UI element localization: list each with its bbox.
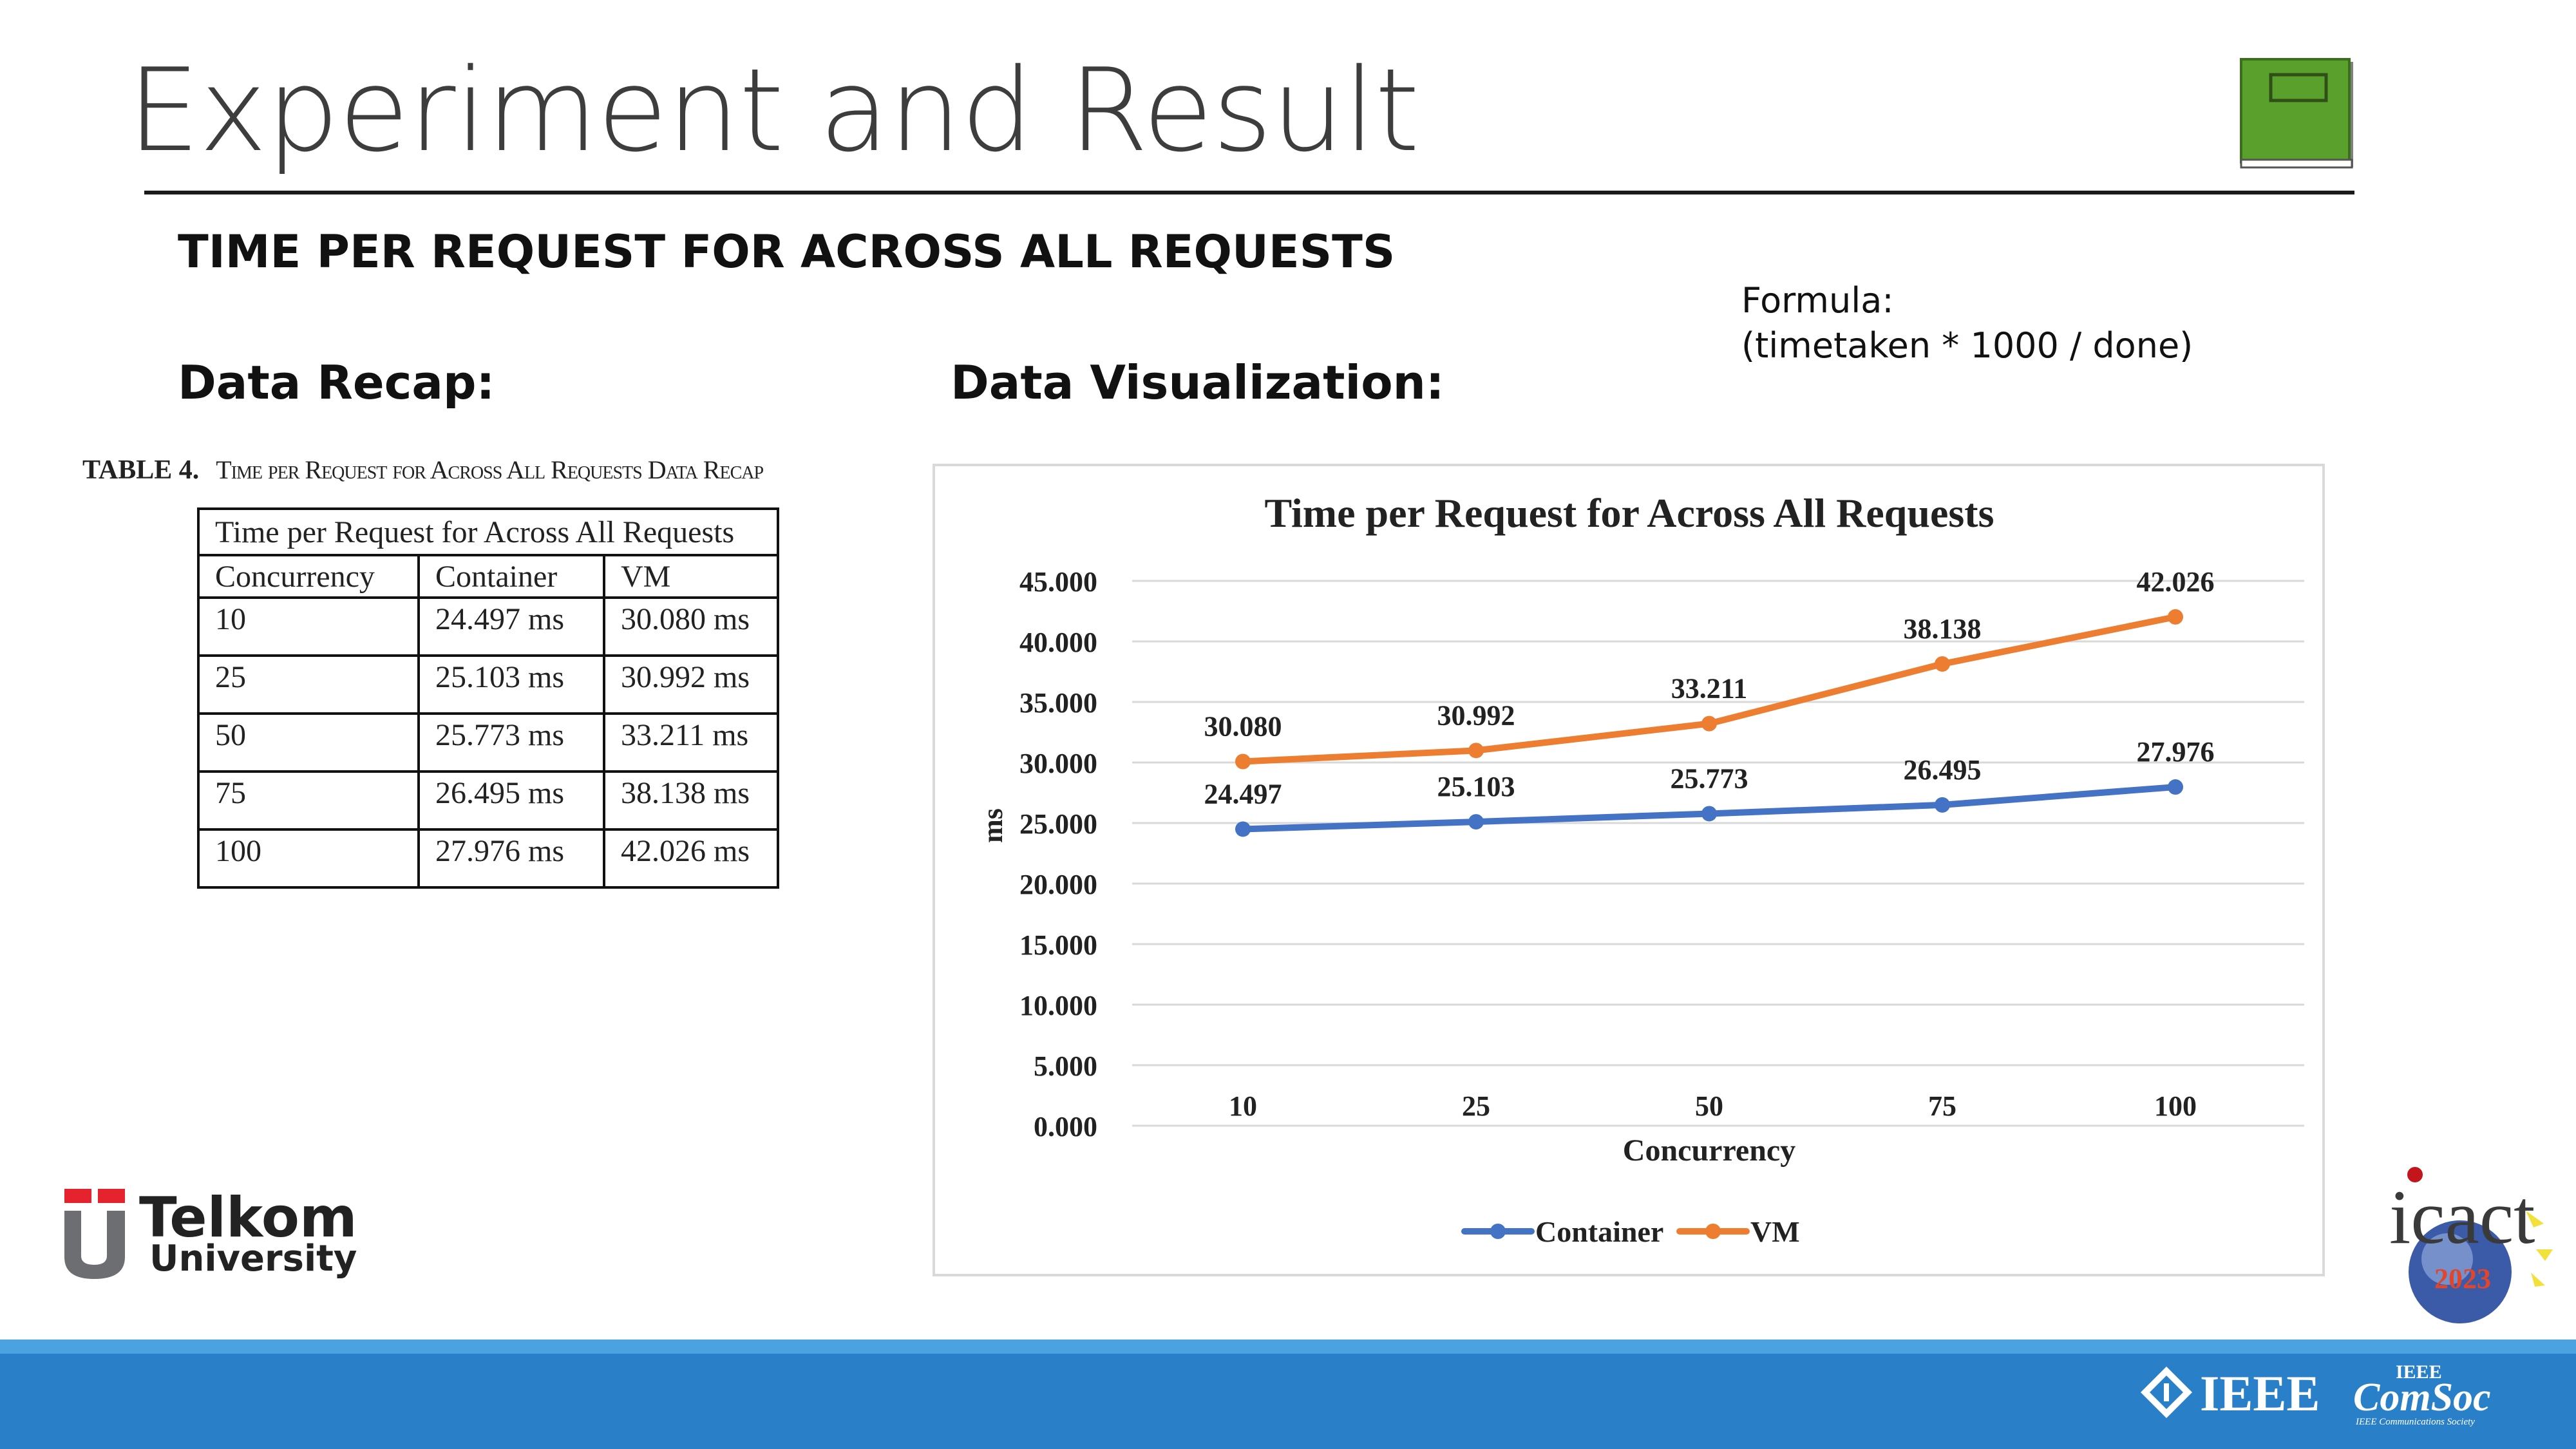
y-tick-label: 15.000 [1019, 929, 1097, 961]
data-point-vm [1235, 753, 1251, 770]
table-cell: 38.138 ms [603, 770, 779, 831]
table-row: 75 26.495 ms 38.138 ms [197, 770, 779, 831]
data-point-vm [1701, 715, 1717, 732]
table-cell: 75 [197, 770, 420, 831]
y-tick-label: 5.000 [1034, 1050, 1097, 1082]
y-tick-label: 20.000 [1019, 869, 1097, 900]
telkom-brand-sub: University [149, 1238, 357, 1280]
table-cell: 30.992 ms [603, 654, 779, 715]
column-header: Container [417, 554, 605, 599]
data-label-container: 25.103 [1437, 771, 1515, 802]
column-header: VM [603, 554, 779, 599]
data-label-vm: 30.992 [1437, 699, 1515, 731]
table-row: 50 25.773 ms 33.211 ms [197, 712, 779, 773]
telkom-university-logo [64, 1189, 125, 1279]
chart-frame: Time per Request for Across All Requests… [933, 464, 2325, 1276]
ieee-comsoc-logo: IEEE ComSoc IEEE Communications Society [2353, 1361, 2491, 1427]
table-title: Time per Request for Across All Requests [197, 507, 779, 556]
legend-label: Container [1535, 1215, 1663, 1248]
x-tick-label: 75 [1928, 1090, 1956, 1122]
data-point-vm [1935, 656, 1950, 672]
table-cell: 25.103 ms [417, 654, 605, 715]
data-point-container [1468, 814, 1484, 830]
table-cell: 27.976 ms [417, 828, 605, 889]
table-cell: 25 [197, 654, 420, 715]
slide-title: Experiment and Result [128, 44, 1419, 177]
table-cell: 24.497 ms [417, 596, 605, 657]
legend-marker [1705, 1224, 1721, 1239]
data-label-container: 27.976 [2137, 736, 2215, 768]
y-tick-label: 10.000 [1019, 990, 1097, 1021]
formula-text: (timetaken * 1000 / done) [1741, 325, 2193, 366]
data-label-container: 25.773 [1671, 762, 1748, 794]
formula-block: Formula: (timetaken * 1000 / done) [1741, 278, 2193, 368]
ieee-wordmark: IEEE [2200, 1365, 2320, 1421]
data-label-vm: 30.080 [1204, 710, 1282, 742]
y-tick-label: 0.000 [1034, 1111, 1097, 1142]
comsoc-wordmark: ComSoc [2353, 1376, 2491, 1419]
data-label-vm: 42.026 [2137, 566, 2215, 598]
section-heading: TIME PER REQUEST FOR ACROSS ALL REQUESTS [178, 225, 1396, 278]
table-row: 25 25.103 ms 30.992 ms [197, 654, 779, 715]
table-cell: 33.211 ms [603, 712, 779, 773]
table-cell: 10 [197, 596, 420, 657]
data-recap-label: Data Recap: [178, 355, 495, 410]
x-tick-label: 25 [1462, 1090, 1490, 1122]
data-label-container: 26.495 [1904, 754, 1982, 786]
comsoc-subtext: IEEE Communications Society [2355, 1417, 2475, 1427]
comsoc-top-text: IEEE [2396, 1361, 2442, 1383]
data-label-vm: 33.211 [1671, 673, 1748, 705]
table-cell: 26.495 ms [417, 770, 605, 831]
icact-wordmark: icact [2389, 1174, 2535, 1260]
table-row: 100 27.976 ms 42.026 ms [197, 828, 779, 889]
x-axis-label: Concurrency [1623, 1133, 1795, 1168]
table-cell: 30.080 ms [603, 596, 779, 657]
data-label-container: 24.497 [1204, 778, 1282, 810]
data-point-container [1235, 821, 1251, 837]
data-point-container [1701, 806, 1717, 822]
x-tick-label: 10 [1229, 1090, 1257, 1122]
icact-year: 2023 [2434, 1263, 2491, 1294]
book-icon [2240, 58, 2353, 169]
table-row: 10 24.497 ms 30.080 ms [197, 596, 779, 657]
data-recap-table: Time per Request for Across All Requests… [197, 507, 779, 889]
column-header: Concurrency [197, 554, 420, 599]
table-number: TABLE 4. [82, 455, 200, 485]
data-point-vm [2168, 609, 2183, 625]
data-label-vm: 38.138 [1904, 613, 1982, 645]
ieee-logo: IEEE [2141, 1365, 2320, 1421]
table-cell: 100 [197, 828, 420, 889]
y-tick-label: 25.000 [1019, 808, 1097, 840]
telkom-brand-name: Telkom [139, 1186, 357, 1250]
line-chart: Time per Request for Across All Requests… [977, 490, 2304, 1248]
y-tick-label: 40.000 [1019, 627, 1097, 658]
data-point-container [1935, 797, 1950, 813]
x-tick-label: 100 [2154, 1090, 2197, 1122]
data-point-container [2168, 779, 2183, 795]
table-caption-text: Time per Request for Across All Requests… [216, 455, 764, 484]
table-cell: 25.773 ms [417, 712, 605, 773]
legend-marker [1490, 1224, 1506, 1239]
table-caption: TABLE 4. Time per Request for Across All … [82, 455, 764, 486]
table-cell: 50 [197, 712, 420, 773]
x-tick-label: 50 [1695, 1090, 1723, 1122]
data-visualization-label: Data Visualization: [951, 355, 1444, 410]
legend-label: VM [1750, 1215, 1800, 1248]
y-tick-label: 30.000 [1019, 748, 1097, 779]
chart-title: Time per Request for Across All Requests [1264, 490, 1994, 536]
data-point-vm [1468, 743, 1484, 759]
formula-label: Formula: [1741, 280, 1894, 321]
icact-2023-logo: icact 2023 [2389, 1167, 2553, 1323]
footer-accent-line [0, 1340, 2576, 1354]
title-divider [144, 191, 2354, 194]
y-axis-label: ms [977, 808, 1009, 843]
y-tick-label: 45.000 [1019, 566, 1097, 598]
table-cell: 42.026 ms [603, 828, 779, 889]
y-tick-label: 35.000 [1019, 687, 1097, 719]
